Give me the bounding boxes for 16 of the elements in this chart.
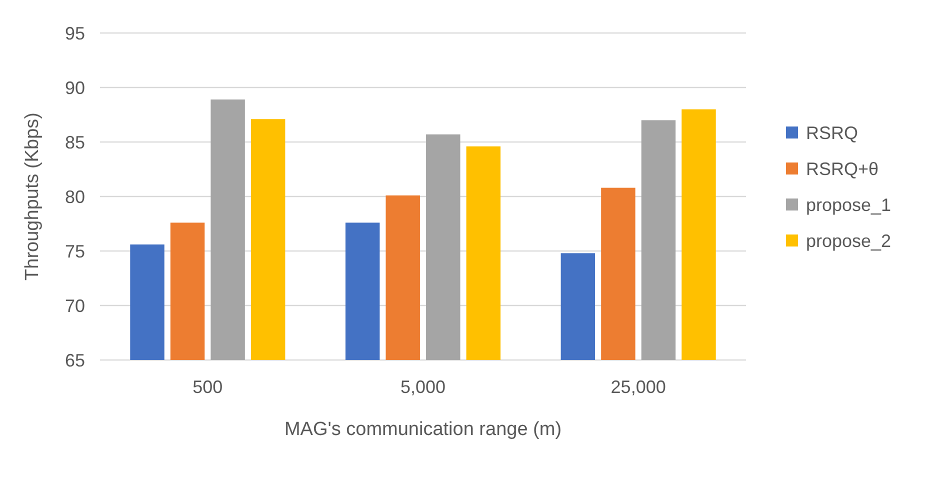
x-tick-label: 5,000	[400, 377, 446, 397]
y-tick-label: 85	[64, 132, 85, 152]
y-tick-label: 90	[64, 78, 85, 98]
y-axis-title: Throughputs (Kbps)	[22, 112, 43, 280]
x-tick-label: 25,000	[610, 377, 666, 397]
x-axis-title: MAG's communication range (m)	[284, 419, 562, 440]
x-tick-label: 500	[192, 377, 223, 397]
legend-label: RSRQ	[806, 122, 858, 143]
y-tick-label: 65	[64, 350, 85, 370]
legend-label: propose_1	[806, 194, 892, 215]
y-tick-label: 80	[64, 186, 85, 207]
y-tick-label: 75	[64, 241, 85, 262]
y-tick-label: 95	[64, 23, 85, 44]
legend-label: propose_2	[806, 230, 892, 251]
legend-label: RSRQ+θ	[806, 158, 879, 179]
y-tick-label: 70	[64, 296, 85, 316]
